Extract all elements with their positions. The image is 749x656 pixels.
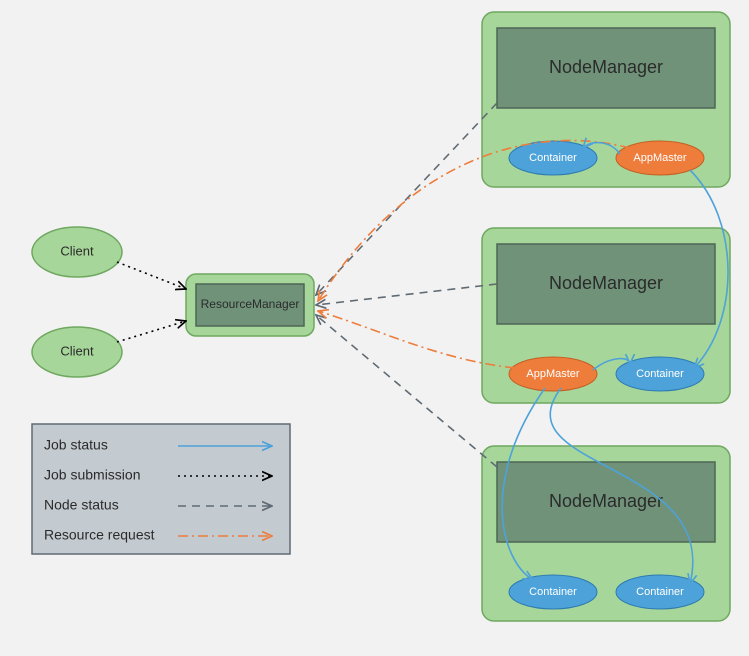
container-label: Container <box>636 368 684 380</box>
appmaster-label: AppMaster <box>633 152 687 164</box>
legend-label-resreq: Resource request <box>44 527 155 543</box>
container-label: Container <box>529 586 577 598</box>
edge-nm-a-rm <box>316 103 497 295</box>
resource-manager-label: ResourceManager <box>201 297 300 311</box>
client-label: Client <box>60 243 94 258</box>
legend-label-jobstatus: Job status <box>44 437 108 453</box>
nodemanager-label: NodeManager <box>549 57 663 77</box>
appmaster-label: AppMaster <box>526 368 580 380</box>
nodemanager-label: NodeManager <box>549 273 663 293</box>
edge-client2-rm <box>117 321 186 342</box>
edge-nm-c-rm <box>316 315 497 467</box>
legend-label-nodestatus: Node status <box>44 497 119 513</box>
edge-nm-b-rm <box>316 284 497 305</box>
edge-client1-rm <box>117 262 186 289</box>
nodemanager-label: NodeManager <box>549 491 663 511</box>
container-label: Container <box>636 586 684 598</box>
legend-label-submission: Job submission <box>44 467 141 483</box>
container-label: Container <box>529 152 577 164</box>
client-label: Client <box>60 343 94 358</box>
